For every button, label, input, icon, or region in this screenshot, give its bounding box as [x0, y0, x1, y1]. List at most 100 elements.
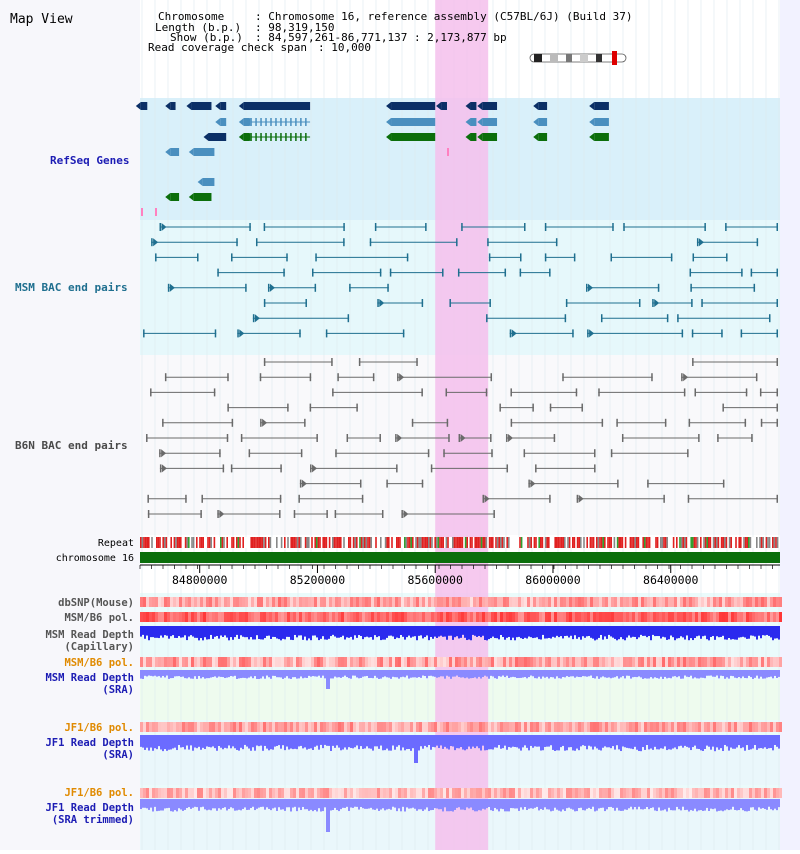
- msm-pol-cell: [254, 612, 257, 622]
- jf1-trim-depth-bar: [318, 799, 320, 809]
- jf1-sra-depth-bar: [430, 735, 432, 750]
- msm-bac-arrow: [698, 238, 704, 247]
- jf1-sra-depth-bar: [408, 735, 410, 749]
- highlight-region[interactable]: [435, 0, 489, 850]
- jf1-sra-depth-bar: [412, 735, 414, 749]
- msm-capillary-depth-bar: [364, 626, 366, 638]
- msm-bac-end: [197, 253, 199, 262]
- jf1-trim-depth-bar: [572, 799, 574, 810]
- msm-capillary-depth-bar: [144, 626, 146, 639]
- jf1-pol-cell: [143, 722, 146, 732]
- jf1-trim-depth-bar: [376, 799, 378, 809]
- msm-bac-end: [690, 283, 692, 292]
- msm-sra-depth-bar: [480, 670, 482, 679]
- msm-sra-depth-bar: [302, 670, 304, 679]
- msm-pol-cell: [662, 657, 665, 667]
- jf1-pol-cell: [575, 788, 578, 798]
- dbsnp-cell: [419, 597, 422, 607]
- msm-sra-depth-bar: [446, 670, 448, 676]
- msm-bac-track[interactable]: [143, 223, 778, 338]
- jf1-pol-cell: [329, 722, 332, 732]
- msm-capillary-depth-bar: [592, 626, 594, 639]
- jf1-sra-depth-bar: [766, 735, 768, 749]
- msm-capillary-depth-bar: [354, 626, 356, 636]
- msm-sra-depth-bar: [328, 670, 330, 689]
- b6n-bac-end: [150, 388, 152, 397]
- jf1-pol-cell: [758, 722, 761, 732]
- msm-pol-cell: [275, 657, 278, 667]
- repeat-element: [714, 537, 716, 548]
- jf1-sra-depth-bar: [384, 735, 386, 751]
- msm-capillary-depth-bar: [668, 626, 670, 640]
- jf1-pol-cell: [449, 722, 452, 732]
- refseq-genes-track[interactable]: [135, 102, 609, 216]
- msm-capillary-depth-bar: [686, 626, 688, 636]
- track-label-refseq[interactable]: RefSeq Genes: [50, 154, 129, 167]
- repeat-element: [268, 537, 270, 548]
- repeat-element: [231, 537, 233, 548]
- jf1-trim-depth-bar: [590, 799, 592, 809]
- msm-pol-cell: [245, 657, 248, 667]
- b6n-bac-end: [776, 494, 778, 503]
- msm-sra-depth-bar: [262, 670, 264, 677]
- dbsnp-cell: [317, 597, 320, 607]
- msm-capillary-depth-bar: [262, 626, 264, 640]
- repeat-element: [452, 537, 454, 548]
- chromosome-ideogram[interactable]: [529, 51, 627, 65]
- msm-sra-depth-bar: [684, 670, 686, 676]
- msm-sra-depth-bar: [300, 670, 302, 677]
- track-label-b6n-bac[interactable]: B6N BAC end pairs: [15, 439, 128, 452]
- gene-strand-arrow: [238, 133, 244, 141]
- track-label-msm-bac[interactable]: MSM BAC end pairs: [15, 281, 128, 294]
- repeat-element: [437, 537, 440, 548]
- msm-pol-cell: [776, 657, 779, 667]
- msm-sra-depth-bar: [574, 670, 576, 678]
- msm-sra-depth-bar: [400, 670, 402, 678]
- msm-capillary-depth-bar: [294, 626, 296, 635]
- msm-pol-cell: [674, 612, 677, 622]
- msm-sra-depth-bar: [448, 670, 450, 677]
- msm-pol-cell: [182, 612, 185, 622]
- b6n-bac-track[interactable]: [146, 358, 778, 518]
- msm-capillary-depth-bar: [616, 626, 618, 641]
- jf1-pol-cell: [428, 722, 431, 732]
- repeat-element: [538, 537, 540, 548]
- msm-sra-depth-bar: [564, 670, 566, 678]
- jf1-pol-cell: [425, 788, 428, 798]
- msm-sra-depth-bar: [482, 670, 484, 678]
- ideogram-band: [566, 54, 572, 62]
- msm-pol-cell: [734, 657, 737, 667]
- jf1-sra-depth-bar: [634, 735, 636, 747]
- jf1-pol-cell: [527, 788, 530, 798]
- dbsnp-cell: [599, 597, 602, 607]
- jf1-trim-depth-bar: [294, 799, 296, 807]
- msm-pol-cell: [503, 612, 506, 622]
- jf1-trim-depth-bar: [390, 799, 392, 810]
- msm-sra-depth-bar: [206, 670, 208, 679]
- msm-capillary-depth-bar: [230, 626, 232, 638]
- dbsnp-cell: [755, 597, 758, 607]
- msm-pol-cell: [236, 657, 239, 667]
- dbsnp-cell: [380, 597, 383, 607]
- repeat-element: [304, 537, 307, 548]
- gene-strand-arrow: [589, 102, 595, 110]
- msm-sra-depth-bar: [500, 670, 502, 677]
- repeat-element: [260, 537, 262, 548]
- msm-capillary-depth-bar: [212, 626, 214, 639]
- repeat-element: [141, 537, 144, 548]
- jf1-sra-depth-bar: [608, 735, 610, 748]
- msm-sra-depth-bar: [474, 670, 476, 678]
- jf1-sra-depth-bar: [428, 735, 430, 746]
- msm-bac-end: [726, 253, 728, 262]
- msm-sra-depth-bar: [762, 670, 764, 679]
- msm-sra-depth-bar: [180, 670, 182, 677]
- msm-pol-cell: [521, 657, 524, 667]
- jf1-trim-depth-bar: [542, 799, 544, 810]
- jf1-sra-depth-bar: [168, 735, 170, 750]
- repeat-element: [738, 537, 740, 548]
- dbsnp-cell: [167, 597, 170, 607]
- jf1-pol-cell: [440, 788, 443, 798]
- jf1-pol-cell: [599, 722, 602, 732]
- msm-capillary-depth-bar: [182, 626, 184, 638]
- jf1-trim-depth-bar: [626, 799, 628, 810]
